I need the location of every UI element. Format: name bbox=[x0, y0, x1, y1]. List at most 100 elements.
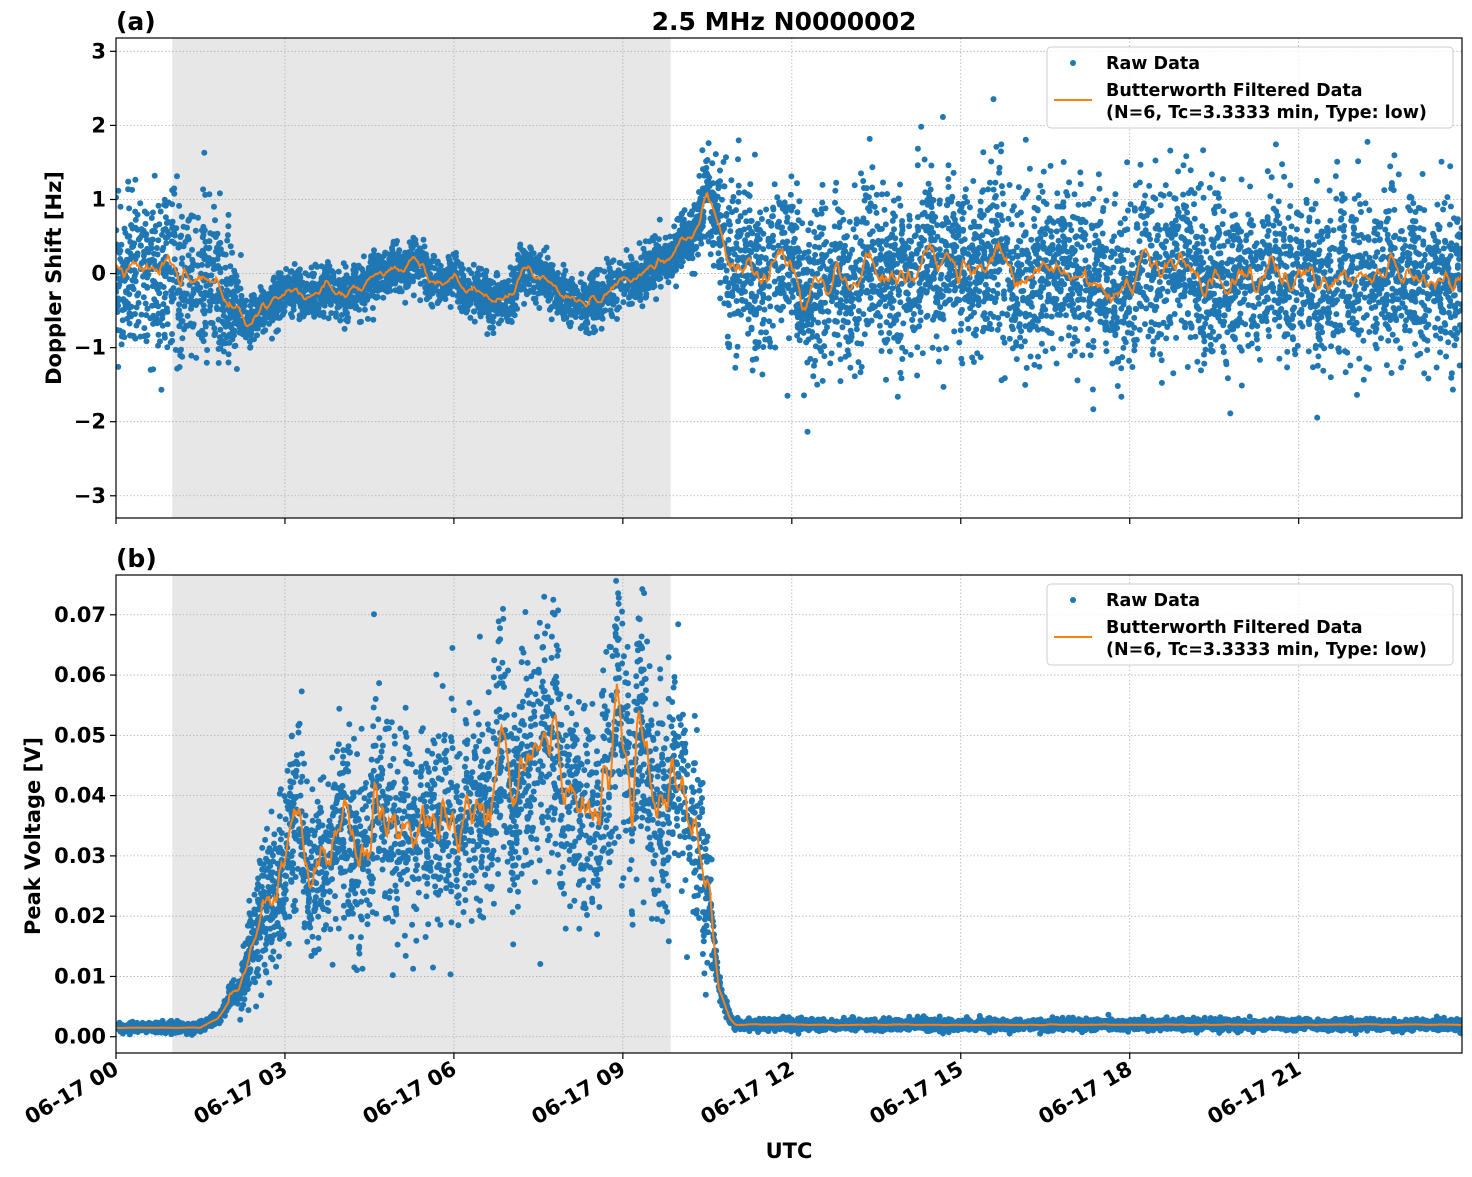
raw-data-point bbox=[143, 301, 149, 307]
raw-data-point bbox=[1450, 387, 1456, 393]
chart-title: 2.5 MHz N0000002 bbox=[652, 7, 917, 36]
raw-data-point bbox=[1417, 205, 1423, 211]
raw-data-point bbox=[733, 353, 739, 359]
raw-data-point bbox=[1398, 313, 1404, 319]
raw-data-point bbox=[1343, 369, 1349, 375]
raw-data-point bbox=[1264, 233, 1270, 239]
raw-data-point bbox=[1237, 278, 1243, 284]
panel-label-a: (a) bbox=[116, 7, 156, 36]
shaded-interval bbox=[172, 38, 670, 518]
raw-data-point bbox=[732, 251, 738, 257]
raw-data-point bbox=[1321, 345, 1327, 351]
raw-data-point bbox=[156, 203, 162, 209]
raw-data-point bbox=[160, 227, 166, 233]
raw-data-point bbox=[822, 329, 828, 335]
raw-data-point bbox=[698, 241, 704, 247]
raw-data-point bbox=[1131, 337, 1137, 343]
raw-data-point bbox=[918, 124, 924, 130]
raw-data-point bbox=[1351, 224, 1357, 230]
raw-data-point bbox=[1072, 234, 1078, 240]
raw-data-point bbox=[1331, 227, 1337, 233]
raw-data-point bbox=[762, 307, 768, 313]
raw-data-point bbox=[1100, 208, 1106, 214]
raw-data-point bbox=[343, 317, 349, 323]
raw-data-point bbox=[1211, 244, 1217, 250]
raw-data-point bbox=[997, 322, 1003, 328]
raw-data-point bbox=[980, 149, 986, 155]
raw-data-point bbox=[1007, 182, 1013, 188]
raw-data-point bbox=[1036, 195, 1042, 201]
raw-data-point bbox=[1280, 298, 1286, 304]
raw-data-point bbox=[847, 365, 853, 371]
raw-data-point bbox=[1111, 304, 1117, 310]
raw-data-point bbox=[884, 242, 890, 248]
raw-data-point bbox=[1005, 277, 1011, 283]
raw-data-point bbox=[337, 318, 343, 324]
raw-data-point bbox=[120, 317, 126, 323]
raw-data-point bbox=[1338, 217, 1344, 223]
raw-data-point bbox=[1146, 183, 1152, 189]
raw-data-point bbox=[126, 233, 132, 239]
raw-data-point bbox=[929, 211, 935, 217]
raw-data-point bbox=[935, 300, 941, 306]
raw-data-point bbox=[973, 327, 979, 333]
raw-data-point bbox=[928, 235, 934, 241]
raw-data-point bbox=[766, 318, 772, 324]
raw-data-point bbox=[710, 180, 716, 186]
raw-data-point bbox=[149, 215, 155, 221]
raw-data-point bbox=[945, 176, 951, 182]
raw-data-point bbox=[1246, 247, 1252, 253]
raw-data-point bbox=[805, 429, 811, 435]
raw-data-point bbox=[1366, 207, 1372, 213]
raw-data-point bbox=[877, 323, 883, 329]
raw-data-point bbox=[1422, 252, 1428, 258]
raw-data-point bbox=[1284, 349, 1290, 355]
raw-data-point bbox=[1364, 282, 1370, 288]
raw-data-point bbox=[793, 303, 799, 309]
raw-data-point bbox=[1056, 238, 1062, 244]
raw-data-point bbox=[1373, 316, 1379, 322]
raw-data-point bbox=[1421, 370, 1427, 376]
raw-data-point bbox=[958, 310, 964, 316]
raw-data-point bbox=[1430, 291, 1436, 297]
raw-data-point bbox=[1129, 262, 1135, 268]
raw-data-point bbox=[1166, 315, 1172, 321]
raw-data-point bbox=[490, 330, 496, 336]
raw-data-point bbox=[1248, 217, 1254, 223]
raw-data-point bbox=[1372, 329, 1378, 335]
raw-data-point bbox=[637, 240, 643, 246]
raw-data-point bbox=[484, 331, 490, 337]
raw-data-point bbox=[1109, 248, 1115, 254]
raw-data-point bbox=[1435, 239, 1441, 245]
raw-data-point bbox=[856, 292, 862, 298]
raw-data-point bbox=[365, 316, 371, 322]
raw-data-point bbox=[835, 332, 841, 338]
raw-data-point bbox=[722, 183, 728, 189]
raw-data-point bbox=[478, 313, 484, 319]
raw-data-point bbox=[1007, 336, 1013, 342]
raw-data-point bbox=[1097, 186, 1103, 192]
raw-data-point bbox=[1201, 361, 1207, 367]
raw-data-point bbox=[220, 306, 226, 312]
raw-data-point bbox=[1135, 225, 1141, 231]
raw-data-point bbox=[999, 183, 1005, 189]
raw-data-point bbox=[897, 203, 903, 209]
raw-data-point bbox=[1028, 354, 1034, 360]
raw-data-point bbox=[1237, 300, 1243, 306]
raw-data-point bbox=[726, 205, 732, 211]
raw-data-point bbox=[940, 114, 946, 120]
raw-data-point bbox=[785, 393, 791, 399]
raw-data-point bbox=[1040, 189, 1046, 195]
raw-data-point bbox=[918, 318, 924, 324]
raw-data-point bbox=[616, 304, 622, 310]
raw-data-point bbox=[1217, 243, 1223, 249]
raw-data-point bbox=[176, 301, 182, 307]
raw-data-point bbox=[1437, 349, 1443, 355]
raw-data-point bbox=[1228, 298, 1234, 304]
raw-data-point bbox=[956, 255, 962, 261]
raw-data-point bbox=[1199, 223, 1205, 229]
raw-data-point bbox=[271, 275, 277, 281]
raw-data-point bbox=[936, 346, 942, 352]
raw-data-point bbox=[1220, 344, 1226, 350]
